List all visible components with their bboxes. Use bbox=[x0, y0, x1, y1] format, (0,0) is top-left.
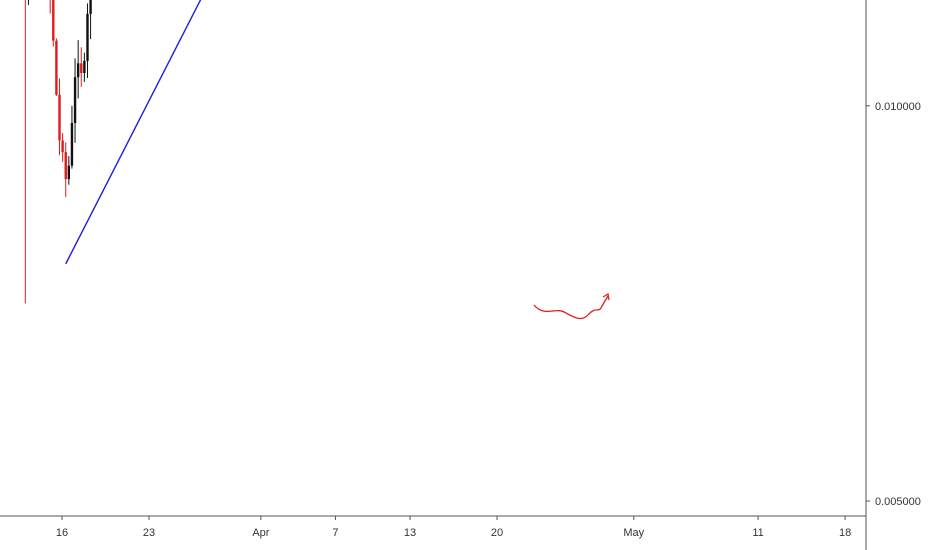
x-tick-label-0: 16 bbox=[56, 527, 68, 539]
candle-body-26 bbox=[80, 63, 83, 74]
x-tick-label-8: 18 bbox=[839, 527, 851, 539]
trendline bbox=[65, 0, 202, 265]
candle-body-22 bbox=[67, 165, 71, 180]
x-tick-label-2: Apr bbox=[252, 527, 269, 539]
wavy-projection bbox=[533, 295, 609, 320]
x-tick-label-4: 13 bbox=[404, 527, 416, 539]
x-tick-label-3: 7 bbox=[332, 527, 338, 539]
candle-body-27 bbox=[83, 60, 86, 74]
candle-body-23 bbox=[70, 122, 74, 166]
x-tick-label-7: 11 bbox=[752, 527, 763, 539]
y-tick-label-6: 0.005000 bbox=[875, 496, 921, 508]
candle-body-29 bbox=[89, 0, 92, 14]
ascending-trendline bbox=[65, 0, 202, 265]
candle-body-17 bbox=[52, 0, 55, 41]
annotations bbox=[533, 293, 610, 320]
candle-body-21 bbox=[64, 152, 67, 180]
x-tick-label-1: 23 bbox=[143, 527, 155, 539]
candle-body-28 bbox=[86, 13, 89, 61]
candle-body-20 bbox=[61, 140, 64, 153]
candle-body-18 bbox=[55, 40, 58, 95]
x-tick-label-5: 20 bbox=[491, 527, 503, 539]
x-tick-label-6: May bbox=[623, 527, 644, 539]
candle-body-19 bbox=[58, 94, 61, 141]
candles bbox=[24, 0, 92, 304]
wavy-projection-arrowhead bbox=[602, 293, 610, 301]
y-tick-label-5: 0.010000 bbox=[875, 101, 921, 113]
candle-body-25 bbox=[76, 63, 80, 78]
candle-body-24 bbox=[73, 77, 77, 123]
